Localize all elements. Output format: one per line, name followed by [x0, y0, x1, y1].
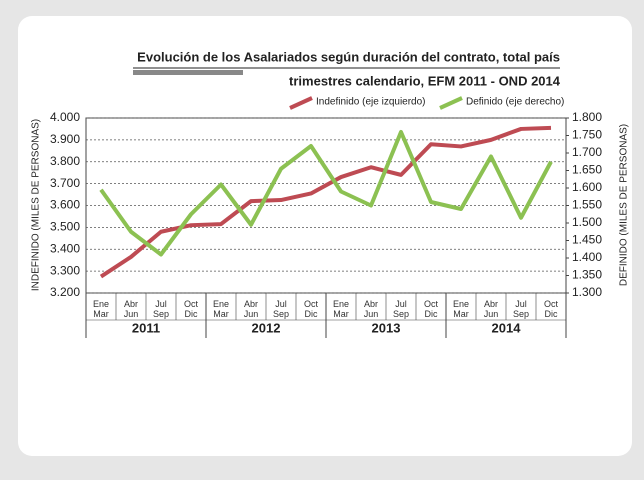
x-tick-label-line: Mar	[453, 309, 469, 319]
x-tick-label-line: Mar	[333, 309, 349, 319]
x-tick-label-line: Sep	[273, 309, 289, 319]
y-tick-label: 3.300	[50, 263, 80, 277]
x-tick-label: Ene Mar	[453, 299, 469, 319]
x-tick-label-line: Jun	[364, 309, 379, 319]
x-tick-label: Jul Sep	[393, 299, 409, 319]
y-tick-label: 3.400	[50, 241, 80, 255]
y-tick-label: 3.500	[50, 220, 80, 234]
x-tick-label-line: Abr	[364, 299, 378, 309]
y2-axis-label: DEFINIDO (MILES DE PERSONAS)	[619, 124, 630, 286]
x-tick-label: Jul Sep	[513, 299, 529, 319]
legend-label: Definido (eje derecho)	[466, 97, 564, 108]
y2-tick-label: 1.600	[572, 180, 602, 194]
y2-tick-label: 1.800	[572, 110, 602, 124]
x-tick-label: Ene Mar	[213, 299, 229, 319]
year-label: 2013	[372, 320, 401, 335]
x-tick-label-line: Oct	[184, 299, 199, 309]
x-tick-label-line: Jul	[395, 299, 407, 309]
x-tick-label-line: Mar	[213, 309, 229, 319]
chart-title: Evolución de los Asalariados según durac…	[137, 49, 560, 64]
x-tick-label-line: Jun	[244, 309, 259, 319]
title-bar	[133, 70, 243, 75]
x-tick-label-line: Dic	[305, 309, 318, 319]
year-label: 2012	[252, 320, 281, 335]
x-tick-label-line: Dic	[425, 309, 438, 319]
panel	[18, 16, 632, 456]
y-tick-label: 3.200	[50, 285, 80, 299]
y2-tick-label: 1.700	[572, 145, 602, 159]
series-line	[99, 130, 553, 257]
x-tick-label-line: Ene	[213, 299, 229, 309]
y2-tick-label: 1.400	[572, 250, 602, 264]
x-tick-label: Oct Dic	[304, 299, 319, 319]
x-tick-label-line: Abr	[124, 299, 138, 309]
x-tick-label-line: Ene	[93, 299, 109, 309]
y-tick-label: 3.900	[50, 132, 80, 146]
x-tick-label: Abr Jun	[244, 299, 259, 319]
x-tick-label-line: Oct	[424, 299, 439, 309]
x-tick-label: Jul Sep	[273, 299, 289, 319]
x-tick-label-line: Jul	[275, 299, 287, 309]
x-tick-label: Abr Jun	[364, 299, 379, 319]
y-tick-label: 3.700	[50, 176, 80, 190]
x-tick-label-line: Jun	[124, 309, 139, 319]
y-tick-label: 3.600	[50, 198, 80, 212]
x-tick-label-line: Jun	[484, 309, 499, 319]
x-tick-label-line: Ene	[453, 299, 469, 309]
x-tick-label-line: Jul	[515, 299, 527, 309]
x-tick-label-line: Ene	[333, 299, 349, 309]
x-tick-label-line: Sep	[153, 309, 169, 319]
x-tick-label-line: Oct	[304, 299, 319, 309]
y2-tick-label: 1.300	[572, 285, 602, 299]
legend-label: Indefinido (eje izquierdo)	[316, 97, 426, 108]
x-tick-label: Oct Dic	[424, 299, 439, 319]
x-tick-label: Abr Jun	[124, 299, 139, 319]
y-axis-label: INDEFINIDO (MILES DE PERSONAS)	[31, 119, 42, 291]
series-line	[99, 125, 552, 279]
legend-swatch	[289, 96, 313, 110]
x-tick-label-line: Sep	[393, 309, 409, 319]
x-tick-label: Ene Mar	[333, 299, 349, 319]
x-tick-label: Oct Dic	[184, 299, 199, 319]
x-tick-label-line: Jul	[155, 299, 167, 309]
x-tick-label-line: Abr	[244, 299, 258, 309]
y2-tick-label: 1.750	[572, 128, 602, 142]
x-tick-label-line: Mar	[93, 309, 109, 319]
y-tick-label: 3.800	[50, 154, 80, 168]
year-label: 2014	[492, 320, 522, 335]
chart-subtitle: trimestres calendario, EFM 2011 - OND 20…	[289, 73, 561, 88]
x-tick-label-line: Dic	[545, 309, 558, 319]
x-tick-label: Jul Sep	[153, 299, 169, 319]
x-tick-label-line: Abr	[484, 299, 498, 309]
x-tick-label: Oct Dic	[544, 299, 559, 319]
y2-tick-label: 1.350	[572, 268, 602, 282]
y2-tick-label: 1.500	[572, 215, 602, 229]
x-tick-label: Abr Jun	[484, 299, 499, 319]
y2-tick-label: 1.550	[572, 198, 602, 212]
x-tick-label: Ene Mar	[93, 299, 109, 319]
y2-tick-label: 1.650	[572, 163, 602, 177]
x-tick-label-line: Sep	[513, 309, 529, 319]
x-tick-label-line: Oct	[544, 299, 559, 309]
y-tick-label: 4.000	[50, 110, 80, 124]
legend-swatch	[439, 96, 463, 110]
x-tick-label-line: Dic	[185, 309, 198, 319]
year-label: 2011	[132, 320, 160, 335]
y2-tick-label: 1.450	[572, 233, 602, 247]
